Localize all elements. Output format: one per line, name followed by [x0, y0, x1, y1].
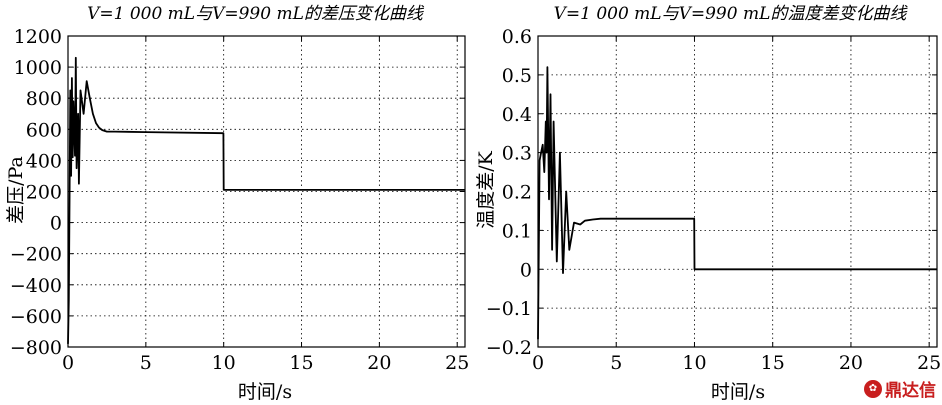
y-tick-label: 0	[50, 213, 62, 235]
y-tick-label: 0.1	[502, 220, 532, 242]
y-tick-label: 1200	[14, 26, 62, 48]
y-axis-label: 差压/Pa	[5, 156, 27, 224]
y-tick-label: −200	[10, 244, 62, 266]
chart-title: V=1 000 mL与V=990 mL的差压变化曲线	[87, 4, 425, 24]
plot-area: 0 5 10 15 20 25 −800 −600 −400 −200 0 200 400 600 800 1…	[10, 26, 469, 374]
x-tick-label: 0	[532, 352, 544, 374]
chart-temperature: V=1 000 mL与V=990 mL的温度差变化曲线 0 5 10 15 20 25 −0…	[475, 4, 941, 403]
y-tick-label: 800	[26, 88, 62, 110]
y-tick-label: −0.1	[486, 298, 532, 320]
chart-title: V=1 000 mL与V=990 mL的温度差变化曲线	[554, 4, 909, 24]
y-tick-label: −800	[10, 337, 62, 359]
x-tick-label: 25	[917, 352, 941, 374]
x-tick-label: 15	[761, 352, 785, 374]
x-tick-label: 10	[682, 352, 706, 374]
x-axis-label: 时间/s	[238, 381, 292, 403]
y-tick-label: −600	[10, 306, 62, 328]
x-tick-label: 5	[610, 352, 622, 374]
x-tick-label: 20	[367, 352, 391, 374]
x-tick-label: 10	[212, 352, 236, 374]
y-tick-label: −400	[10, 275, 62, 297]
series-line	[67, 56, 465, 344]
y-tick-label: 1000	[14, 57, 62, 79]
y-tick-label: 0.5	[502, 65, 532, 87]
y-tick-label: 0.2	[502, 182, 532, 204]
x-tick-label: 5	[140, 352, 152, 374]
y-tick-label: 200	[26, 182, 62, 204]
y-tick-label: 0.6	[502, 26, 532, 48]
flower-logo-icon: ✿	[864, 379, 882, 398]
y-tick-label: 0.4	[502, 104, 532, 126]
x-tick-label: 25	[445, 352, 469, 374]
watermark-text: 鼎达信	[885, 381, 936, 401]
x-tick-label: 0	[62, 352, 74, 374]
y-tick-label: 0	[520, 259, 532, 281]
plot-frame	[537, 35, 938, 348]
x-tick-label: 15	[289, 352, 313, 374]
plot-area: 0 5 10 15 20 25 −0.2 −0.1 0 0.1 0.2 0.3 0.4 0.5 0.6	[486, 26, 941, 374]
y-tick-label: 600	[26, 119, 62, 141]
y-tick-label: 400	[26, 150, 62, 172]
y-tick-label: −0.2	[486, 337, 532, 359]
y-axis-label: 温度差/K	[475, 150, 497, 228]
y-tick-label: 0.3	[502, 143, 532, 165]
x-tick-label: 20	[839, 352, 863, 374]
x-axis-label: 时间/s	[711, 381, 765, 403]
plot-frame	[67, 35, 466, 348]
chart-pressure: V=1 000 mL与V=990 mL的差压变化曲线 0 5 10 15 20 25 −80…	[5, 4, 469, 403]
watermark: ✿ 鼎达信	[864, 376, 936, 401]
series-line	[537, 66, 937, 340]
